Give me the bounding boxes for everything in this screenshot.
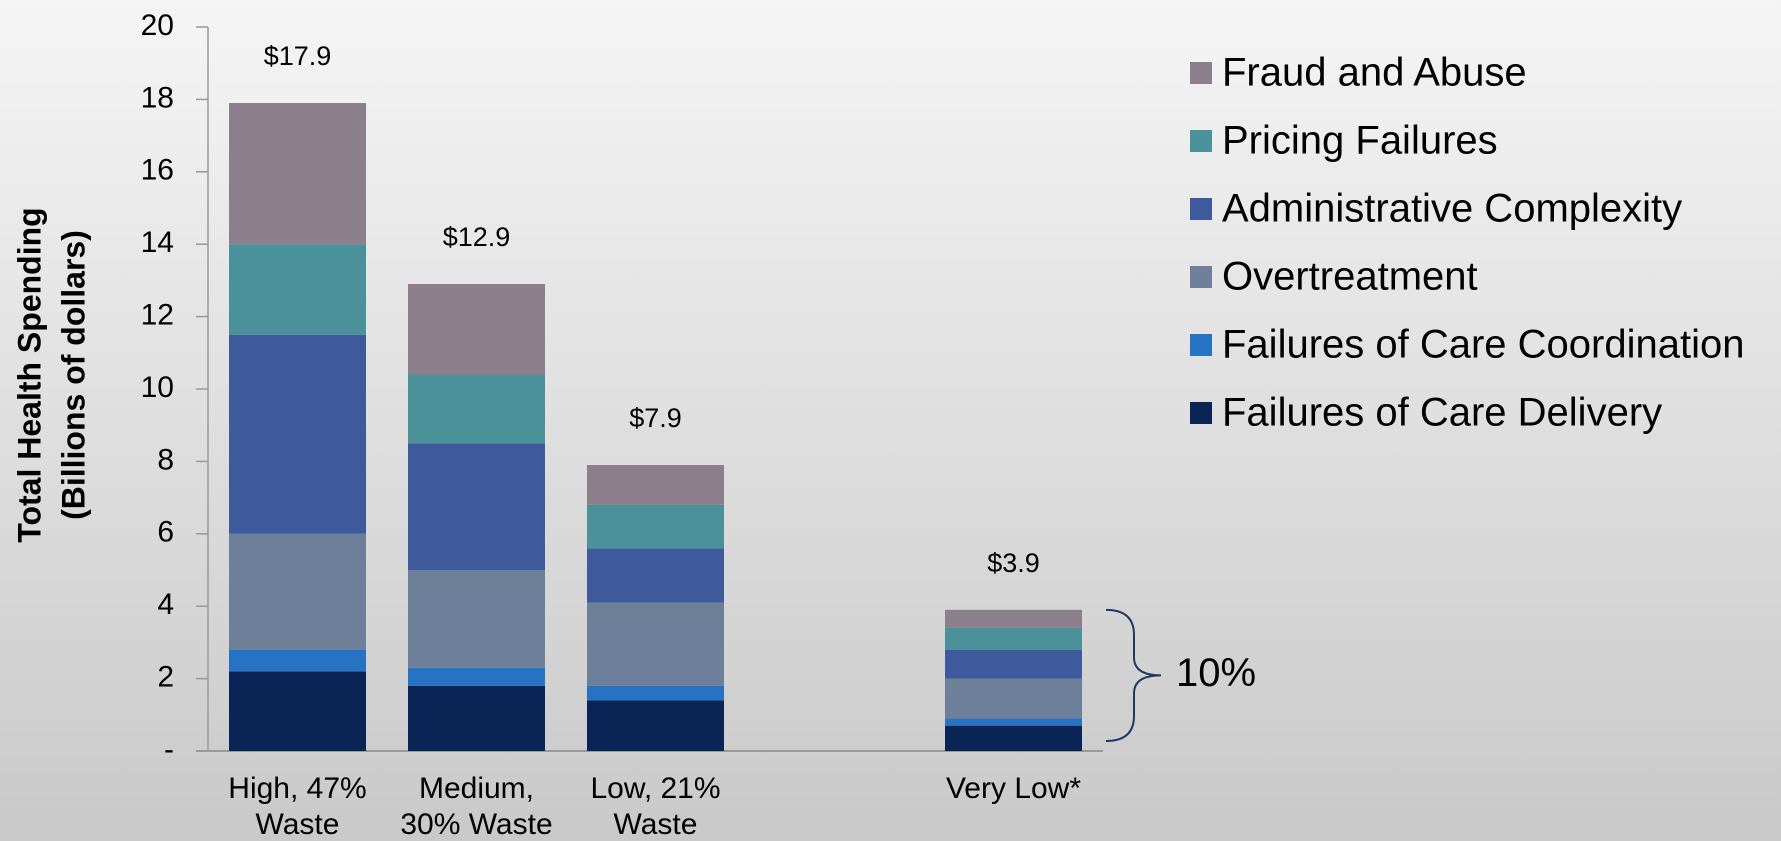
- legend-label: Fraud and Abuse: [1222, 51, 1527, 95]
- legend-swatch: [1190, 334, 1212, 356]
- bar-segment: [945, 678, 1082, 719]
- y-axis-label: (Billions of dollars): [55, 230, 91, 520]
- bar-segment: [945, 718, 1082, 726]
- y-tick-label: 20: [141, 9, 174, 42]
- bar-segment: [229, 533, 366, 650]
- legend-swatch: [1190, 130, 1212, 152]
- bar-segment: [945, 627, 1082, 650]
- legend-label: Administrative Complexity: [1222, 187, 1682, 231]
- x-tick-label: Medium, 30% Waste: [400, 772, 552, 841]
- legend-label: Pricing Failures: [1222, 119, 1498, 163]
- bar-segment: [587, 700, 724, 751]
- bar-segment: [587, 685, 724, 701]
- y-tick-label: 6: [157, 516, 174, 549]
- brace: [1105, 608, 1162, 742]
- bar-segment: [408, 667, 545, 686]
- legend-swatch: [1190, 198, 1212, 220]
- bar-segment: [408, 685, 545, 751]
- bar-segment: [408, 443, 545, 570]
- total-label: $12.9: [443, 222, 511, 252]
- bar-segment: [229, 649, 366, 672]
- y-tick-label: 4: [157, 588, 174, 621]
- y-tick-label: 16: [141, 154, 174, 187]
- total-label: $17.9: [264, 41, 332, 71]
- bar-segment: [229, 334, 366, 534]
- legend-label: Failures of Care Delivery: [1222, 391, 1662, 435]
- y-tick-label: 18: [141, 81, 174, 114]
- y-axis-label: Total Health Spending: [11, 207, 47, 542]
- total-label: $7.9: [629, 403, 682, 433]
- x-tick-label: Very Low*: [946, 772, 1081, 805]
- y-tick-label: 8: [157, 443, 174, 476]
- x-tick-label: Low, 21% Waste: [590, 772, 720, 841]
- y-tick-label: 14: [141, 226, 174, 259]
- bar-segment: [229, 103, 366, 245]
- y-tick-label: 2: [157, 661, 174, 694]
- legend-swatch: [1190, 62, 1212, 84]
- bar-segment: [229, 671, 366, 751]
- bar-segment: [587, 602, 724, 686]
- y-tick-label: 12: [141, 299, 174, 332]
- legend-label: Failures of Care Coordination: [1222, 323, 1744, 367]
- bar-segment: [587, 548, 724, 603]
- y-tick-label: 10: [141, 371, 174, 404]
- x-tick-label: High, 47% Waste: [228, 772, 366, 841]
- bar-segment: [408, 570, 545, 668]
- bar-segment: [587, 504, 724, 549]
- bar-segment: [945, 725, 1082, 751]
- bar-segment: [945, 609, 1082, 628]
- y-tick-label: -: [164, 733, 174, 766]
- annotation: 10%: [1176, 651, 1256, 695]
- legend-swatch: [1190, 402, 1212, 424]
- legend-label: Overtreatment: [1222, 255, 1478, 299]
- total-label: $3.9: [987, 548, 1040, 578]
- legend-swatch: [1190, 266, 1212, 288]
- bar-segment: [945, 649, 1082, 679]
- bar-segment: [587, 465, 724, 505]
- bar-segment: [408, 374, 545, 444]
- bar-segment: [408, 284, 545, 375]
- bar-segment: [229, 244, 366, 335]
